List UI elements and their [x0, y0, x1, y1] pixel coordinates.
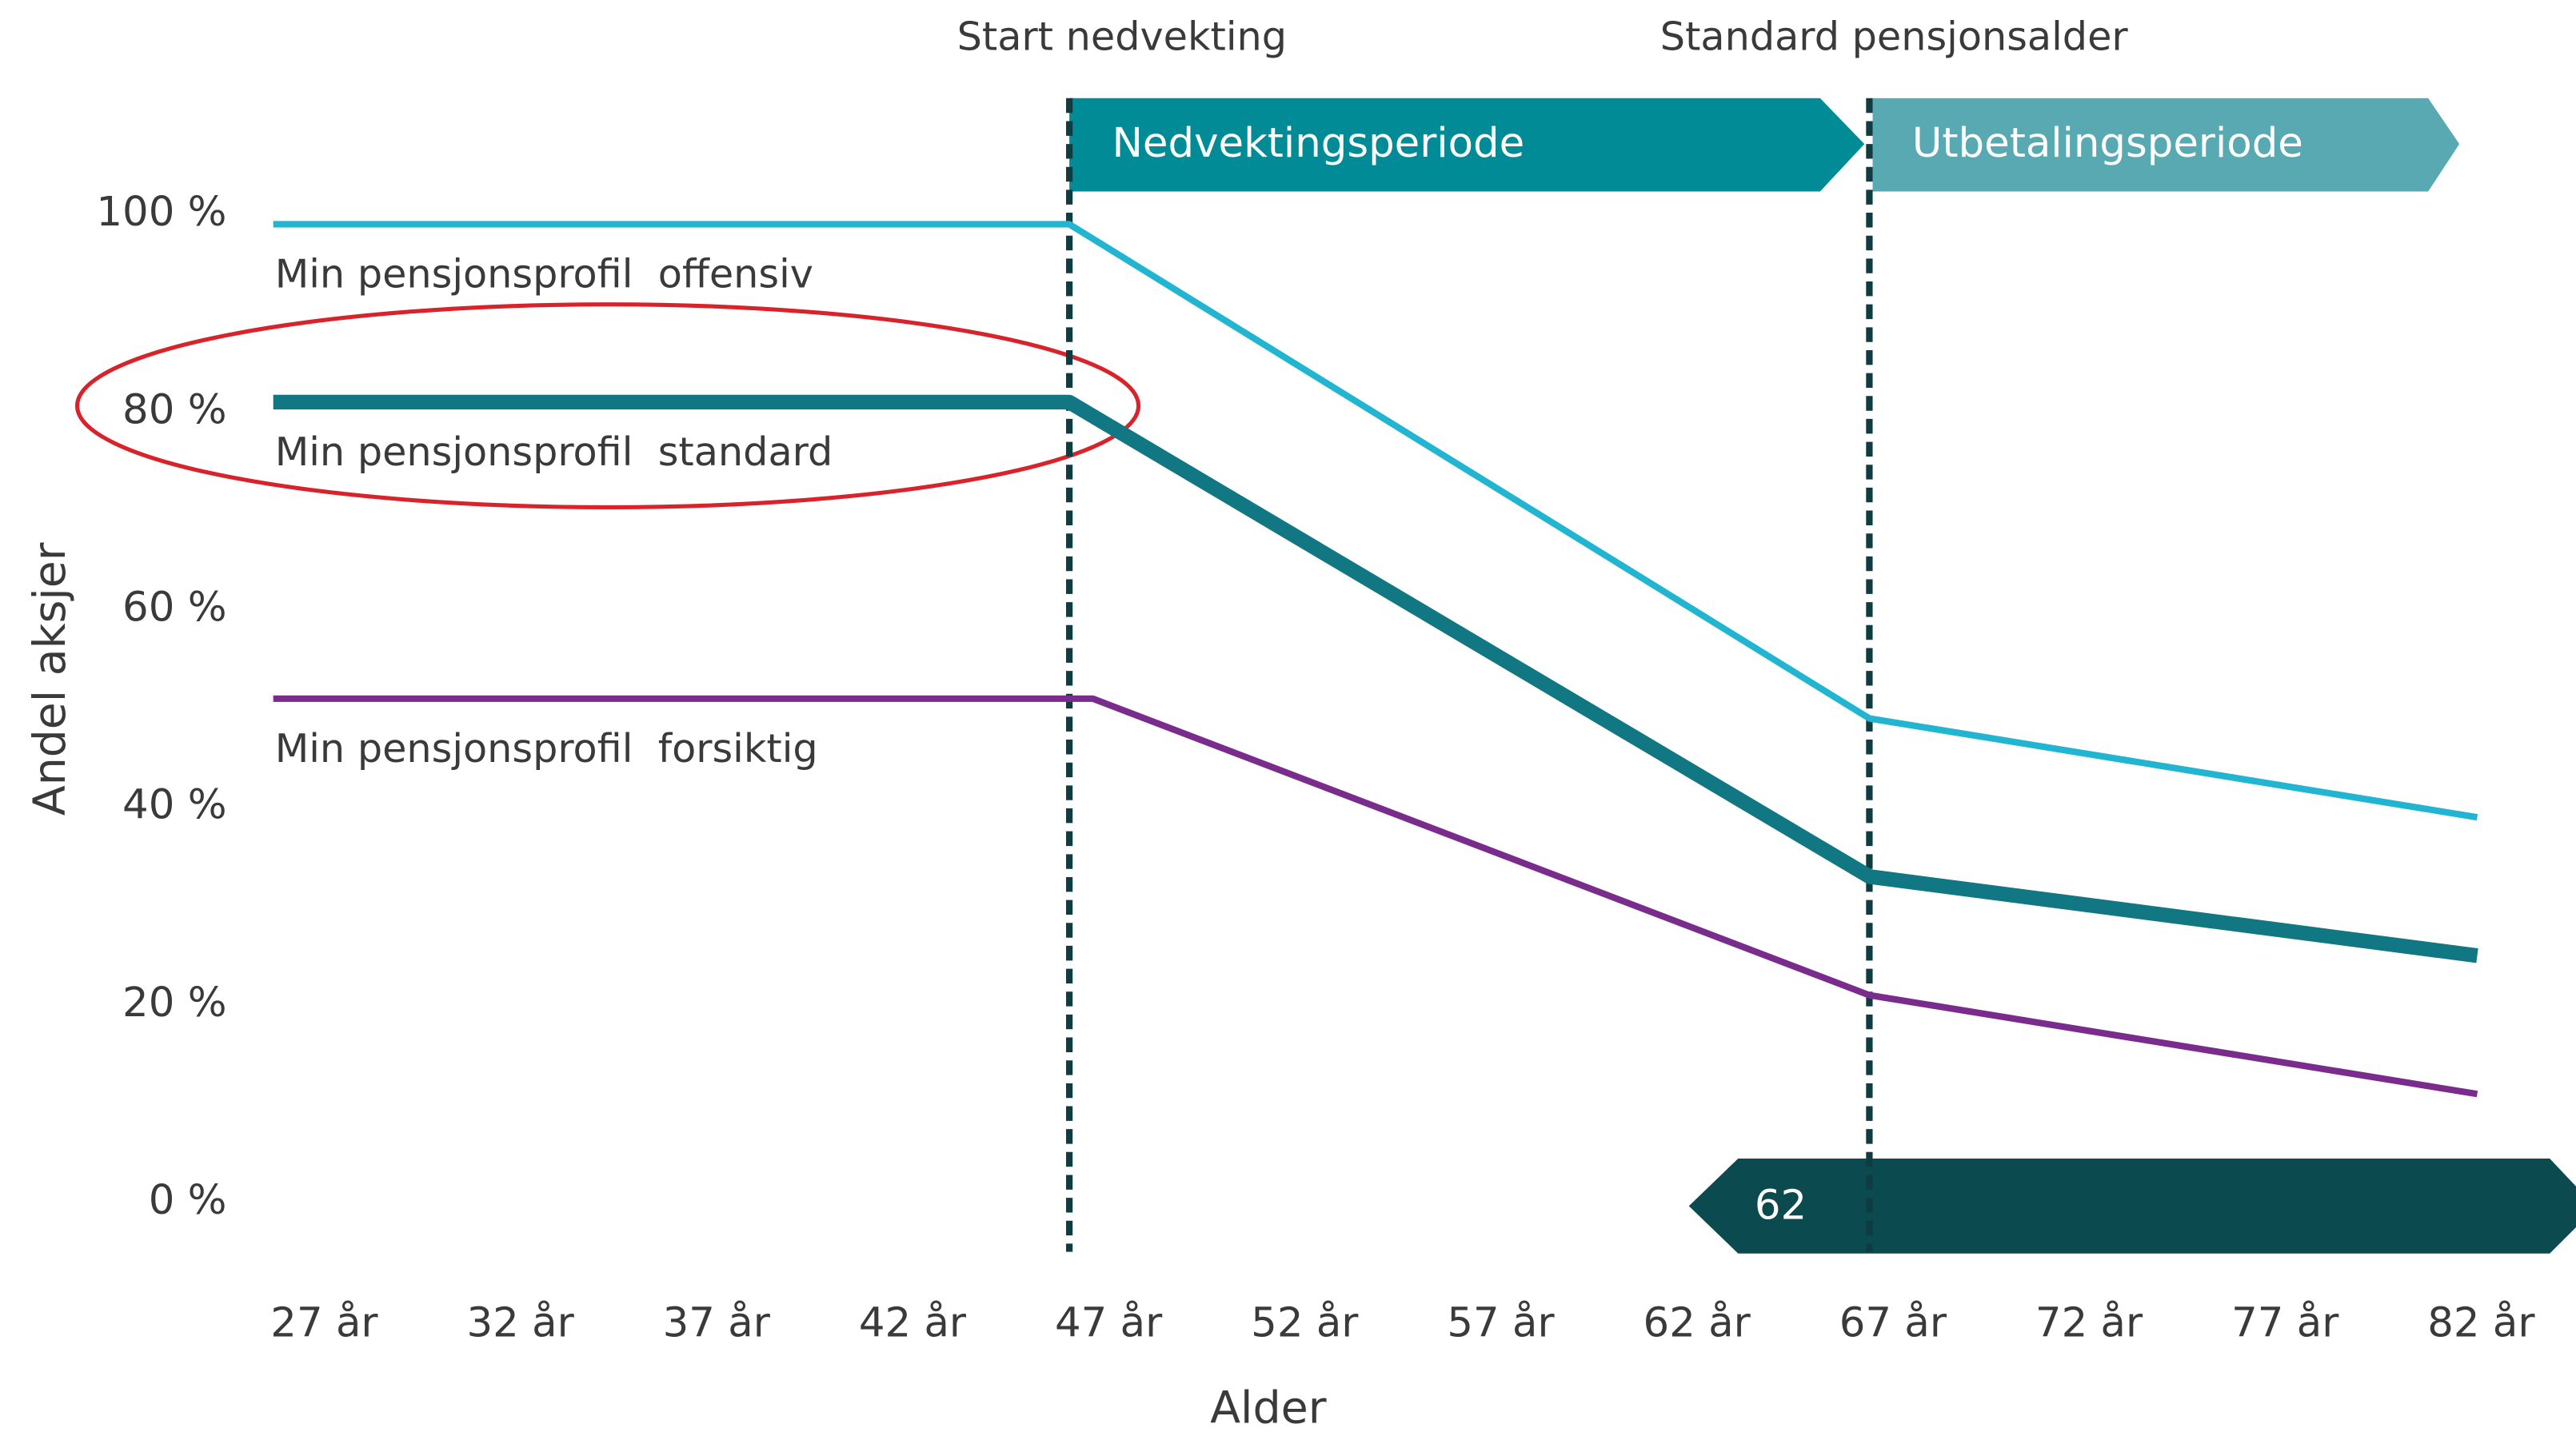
x-tick-label: 27 år [270, 1299, 378, 1347]
series-line [273, 221, 2478, 821]
annotation-label: Standard pensjonsalder [1660, 14, 2129, 60]
x-tick-label: 52 år [1251, 1299, 1359, 1347]
x-tick-label: 62 år [1643, 1299, 1751, 1347]
period-label: Utbetalingsperiode [1912, 119, 2303, 167]
period-banner [1069, 98, 1865, 192]
y-axis-label: Andel aksjer [25, 542, 76, 816]
x-tick-label: 42 år [859, 1299, 967, 1347]
y-tick-label: 100 % [96, 188, 226, 236]
x-tick-label: 57 år [1447, 1299, 1555, 1347]
y-tick-label: 20 % [122, 979, 226, 1027]
x-tick-label: 47 år [1055, 1299, 1163, 1347]
y-tick-label: 80 % [122, 385, 226, 433]
x-tick-label: 82 år [2427, 1299, 2535, 1347]
y-tick-label: 40 % [122, 781, 226, 829]
x-tick-label: 77 år [2231, 1299, 2339, 1347]
x-tick-label: 32 år [466, 1299, 574, 1347]
series-label: Min pensjonsprofil offensiv [275, 251, 813, 297]
period-banner [1872, 98, 2460, 192]
series-label: Min pensjonsprofil standard [275, 429, 833, 475]
y-tick-label: 60 % [122, 584, 226, 632]
period-label: Nedvektingsperiode [1112, 119, 1525, 167]
retirement-badge-label: 62 [1755, 1181, 1807, 1229]
x-tick-label: 67 år [1839, 1299, 1947, 1347]
highlight-ellipse [74, 302, 1141, 510]
x-tick-label: 37 år [663, 1299, 771, 1347]
annotation-label: Start nedvekting [957, 14, 1287, 60]
series-label: Min pensjonsprofil forsiktig [275, 725, 818, 772]
x-axis-label: Alder [1210, 1382, 1327, 1434]
retirement-badge [1688, 1158, 2576, 1254]
y-tick-label: 0 % [149, 1176, 227, 1224]
x-tick-label: 72 år [2035, 1299, 2143, 1347]
series-line [273, 394, 2478, 963]
series-line [273, 695, 2478, 1098]
